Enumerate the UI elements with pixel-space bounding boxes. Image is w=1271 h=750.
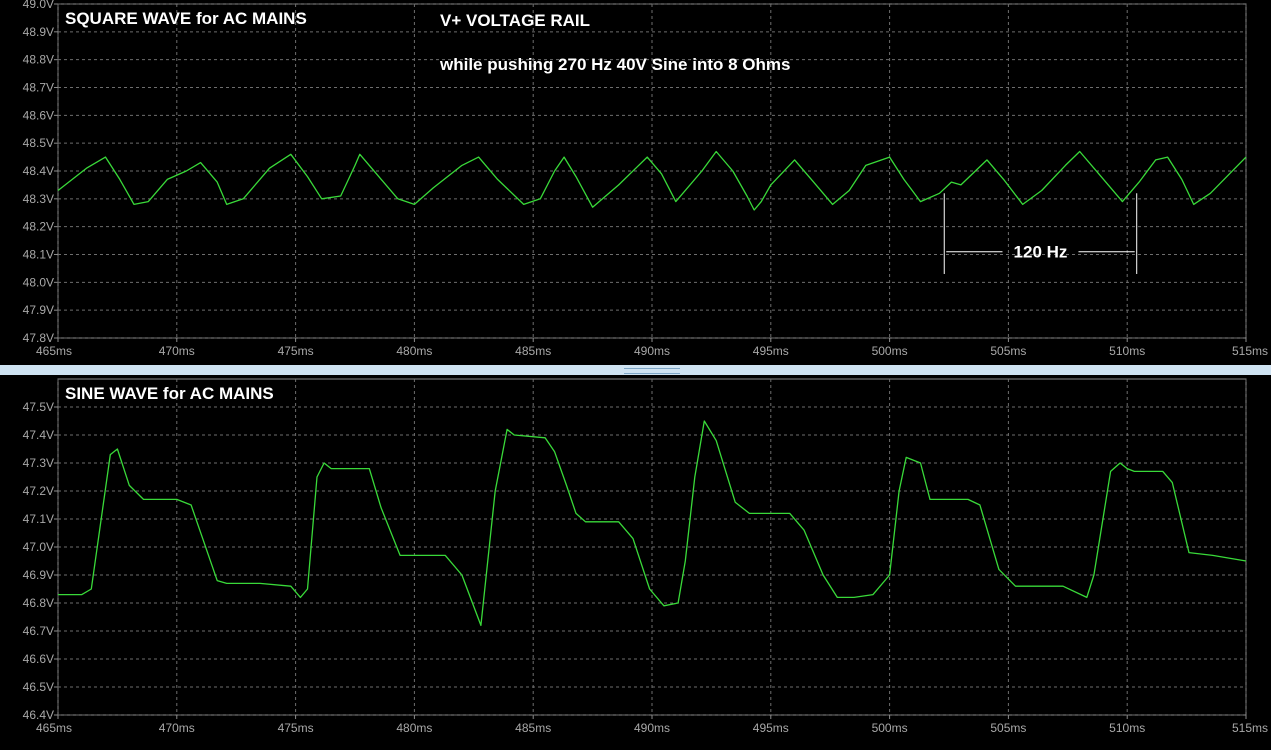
plot-title: SQUARE WAVE for AC MAINS [65, 9, 307, 28]
series-line [58, 420, 1247, 627]
splitter-grip-icon [624, 368, 680, 374]
y-tick-label: 46.4V [23, 708, 54, 722]
x-tick-label: 495ms [753, 344, 789, 358]
x-tick-label: 485ms [515, 344, 551, 358]
x-tick-label: 470ms [159, 721, 195, 735]
y-tick-label: 46.9V [23, 568, 54, 582]
y-tick-label: 47.2V [23, 484, 54, 498]
x-tick-label: 500ms [872, 721, 908, 735]
plot-title: SINE WAVE for AC MAINS [65, 384, 274, 403]
y-tick-label: 49.0V [23, 0, 54, 11]
x-tick-label: 465ms [36, 721, 72, 735]
y-tick-label: 48.7V [23, 81, 54, 95]
y-tick-label: 46.8V [23, 596, 54, 610]
series-line [57, 150, 1247, 211]
y-tick-label: 48.5V [23, 136, 54, 150]
y-tick-label: 48.1V [23, 248, 54, 262]
y-tick-label: 47.9V [23, 303, 54, 317]
y-tick-label: 47.8V [23, 331, 54, 345]
plot-pane-top[interactable]: 47.8V 47.9V 48.0V 48.1V 48.2V 48.3V 48.4V 48.5V… [0, 0, 1271, 365]
x-tick-label: 490ms [634, 344, 670, 358]
x-tick-label: 480ms [396, 344, 432, 358]
y-tick-label: 48.2V [23, 220, 54, 234]
x-tick-label: 510ms [1109, 344, 1145, 358]
pane-splitter[interactable] [0, 365, 1271, 375]
x-tick-label: 475ms [278, 344, 314, 358]
y-tick-label: 46.5V [23, 680, 54, 694]
y-tick-label: 47.0V [23, 540, 54, 554]
y-tick-label: 46.6V [23, 652, 54, 666]
x-tick-label: 485ms [515, 721, 551, 735]
plot-pane-bottom[interactable]: 46.4V 46.5V 46.6V 46.7V 46.8V 46.9V 47.0V 47.1V… [0, 375, 1271, 750]
x-tick-label: 490ms [634, 721, 670, 735]
y-tick-label: 48.6V [23, 108, 54, 122]
y-tick-label: 48.0V [23, 275, 54, 289]
y-tick-label: 48.4V [23, 164, 54, 178]
x-tick-label: 495ms [753, 721, 789, 735]
x-tick-label: 500ms [872, 344, 908, 358]
y-tick-label: 47.4V [23, 428, 54, 442]
y-tick-label: 47.5V [23, 400, 54, 414]
x-tick-label: 470ms [159, 344, 195, 358]
annotation-load: while pushing 270 Hz 40V Sine into 8 Ohm… [439, 55, 790, 74]
x-tick-label: 510ms [1109, 721, 1145, 735]
x-tick-label: 515ms [1232, 344, 1268, 358]
y-tick-label: 47.1V [23, 512, 54, 526]
y-tick-label: 48.3V [23, 192, 54, 206]
period-marker-label: 120 Hz [1014, 243, 1068, 262]
annotation-rail: V+ VOLTAGE RAIL [440, 11, 590, 30]
y-tick-label: 46.7V [23, 624, 54, 638]
x-tick-label: 465ms [36, 344, 72, 358]
y-tick-label: 48.9V [23, 25, 54, 39]
x-tick-label: 480ms [396, 721, 432, 735]
y-tick-label: 47.3V [23, 456, 54, 470]
x-tick-label: 505ms [990, 344, 1026, 358]
x-tick-label: 505ms [990, 721, 1026, 735]
y-tick-label: 48.8V [23, 53, 54, 67]
x-tick-label: 475ms [278, 721, 314, 735]
x-tick-label: 515ms [1232, 721, 1268, 735]
